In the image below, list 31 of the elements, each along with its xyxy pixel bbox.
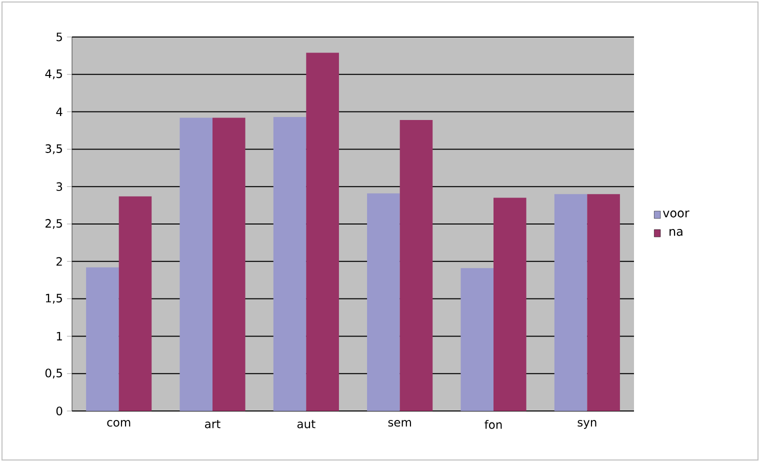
x-tick-label: art xyxy=(205,420,220,428)
x-tick-label: syn xyxy=(578,420,596,429)
y-tick-label: 2 xyxy=(56,257,62,266)
x-tick-label: aut xyxy=(297,420,316,428)
bar xyxy=(494,198,526,411)
bar xyxy=(212,118,246,411)
y-tick-label: 3 xyxy=(56,182,62,191)
bar xyxy=(306,52,339,411)
bar xyxy=(180,118,213,411)
x-tick-label: fon xyxy=(484,420,502,429)
y-tick-label: 1,5 xyxy=(46,294,62,304)
y-tick-label: 3,5 xyxy=(46,144,62,154)
bar xyxy=(554,194,588,411)
bar xyxy=(460,268,494,411)
bar xyxy=(367,193,400,411)
bar xyxy=(587,194,620,411)
y-tick-label: 1 xyxy=(56,332,62,340)
legend-label: voor xyxy=(662,210,690,218)
x-tick-label: sem xyxy=(388,420,411,427)
bar xyxy=(86,267,119,411)
bar xyxy=(118,196,152,411)
x-tick-label: com xyxy=(107,420,130,427)
y-tick-label: 0,5 xyxy=(45,368,62,379)
bar xyxy=(273,117,306,411)
bar xyxy=(400,120,433,411)
y-tick-label: 4 xyxy=(56,108,62,116)
y-tick-label: 2,5 xyxy=(46,219,62,229)
y-tick-label: 5 xyxy=(56,32,62,42)
y-tick-label: 4,5 xyxy=(45,70,62,80)
legend-label: na xyxy=(670,229,682,236)
y-tick-label: 0 xyxy=(56,406,62,416)
